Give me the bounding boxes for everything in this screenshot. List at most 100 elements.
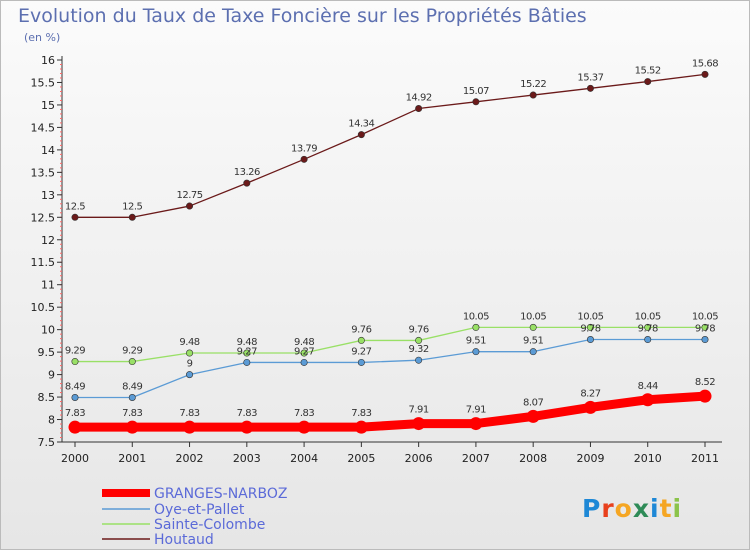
data-label: 8.07 [523,397,543,408]
x-tick-label: 2003 [233,452,261,465]
data-point [526,409,540,423]
data-label: 7.91 [409,405,429,416]
data-point [186,202,194,210]
data-label: 9.27 [237,346,257,357]
data-label: 7.83 [351,408,371,419]
proxiti-logo: Proxiti [582,494,681,523]
data-label: 12.5 [122,201,142,212]
data-label: 9.76 [351,324,371,335]
x-tick-label: 2011 [691,452,719,465]
series-granges-narboz: 7.83 7.83 7.83 7.83 7.83 7.83 7.91 7.91 8.07 8.27… [65,377,716,434]
data-label: 15.22 [520,79,546,90]
data-point [701,336,709,344]
data-point [472,323,480,331]
data-label: 9.27 [294,346,314,357]
data-label: 8.44 [638,381,658,392]
data-label: 15.07 [463,86,489,97]
data-label: 7.83 [237,408,257,419]
data-point [415,105,423,113]
data-point [71,394,79,402]
data-label: 15.37 [577,72,603,83]
data-label: 7.83 [294,408,314,419]
data-point [71,213,79,221]
series-sainte-colombe: 9.29 9.29 9.48 9.48 9.48 9.76 9.76 10.05 10.05 10… [65,311,719,366]
y-tick-label: 13 [41,189,55,202]
data-label: 9.78 [638,324,658,335]
y-tick-label: 9.5 [38,346,56,359]
data-label: 9.51 [523,336,543,347]
data-label: 7.83 [122,408,142,419]
legend-label: Houtaud [154,532,214,548]
y-tick-label: 14 [41,144,55,157]
y-tick-label: 12 [41,234,55,247]
y-tick-label: 8.5 [38,391,56,404]
x-tick-label: 2002 [176,452,204,465]
data-point [472,98,480,106]
data-label: 10.05 [692,311,718,322]
data-label: 9.29 [65,346,85,357]
y-tick-label: 10.5 [31,301,56,314]
data-point [128,358,136,366]
data-point [243,179,251,187]
data-point [357,336,365,344]
data-point [586,84,594,92]
data-point [357,358,365,366]
x-tick-label: 2001 [118,452,146,465]
series-line [74,73,706,218]
data-point [644,323,652,331]
data-point [68,420,82,434]
data-point [641,393,655,407]
data-point [357,131,365,139]
x-tick-label: 2005 [347,452,375,465]
data-point [472,348,480,356]
data-point [183,420,197,434]
data-point [586,336,594,344]
data-point [583,400,597,414]
y-tick-label: 10 [41,324,55,337]
data-label: 8.49 [65,382,85,393]
data-label: 7.83 [179,408,199,419]
data-label: 13.26 [234,167,260,178]
data-point [644,78,652,86]
x-tick-label: 2008 [519,452,547,465]
chart-title: Evolution du Taux de Taxe Foncière sur l… [18,5,587,27]
legend-label: Sainte-Colombe [154,517,265,533]
x-tick-label: 2006 [405,452,433,465]
data-point [644,336,652,344]
y-tick-label: 8 [48,414,55,427]
y-tick-label: 11.5 [31,256,56,269]
data-label: 8.52 [695,377,715,388]
y-tick-label: 13.5 [31,166,56,179]
data-point [300,358,308,366]
data-point [128,394,136,402]
data-point [243,349,251,357]
chart-subtitle: (en %) [24,31,60,44]
data-label: 10.05 [577,311,603,322]
data-point [698,389,712,403]
data-point [415,356,423,364]
data-point [300,349,308,357]
data-label: 9.48 [237,337,257,348]
data-point [300,155,308,163]
y-tick-label: 12.5 [31,211,56,224]
data-label: 15.68 [692,58,718,69]
data-label: 9.48 [179,337,199,348]
data-point [586,323,594,331]
data-label: 10.05 [635,311,661,322]
data-label: 7.83 [65,408,85,419]
data-label: 9.29 [122,346,142,357]
data-label: 9.78 [695,324,715,335]
data-label: 14.92 [406,93,432,104]
data-label: 12.5 [65,201,85,212]
data-label: 7.91 [466,405,486,416]
series-line [70,391,710,432]
data-point [412,417,426,431]
data-point [469,417,483,431]
data-label: 10.05 [463,311,489,322]
data-label: 9.32 [409,344,429,355]
y-tick-label: 15 [41,99,55,112]
data-point [186,349,194,357]
legend-label: GRANGES-NARBOZ [154,486,287,502]
data-point [354,420,368,434]
